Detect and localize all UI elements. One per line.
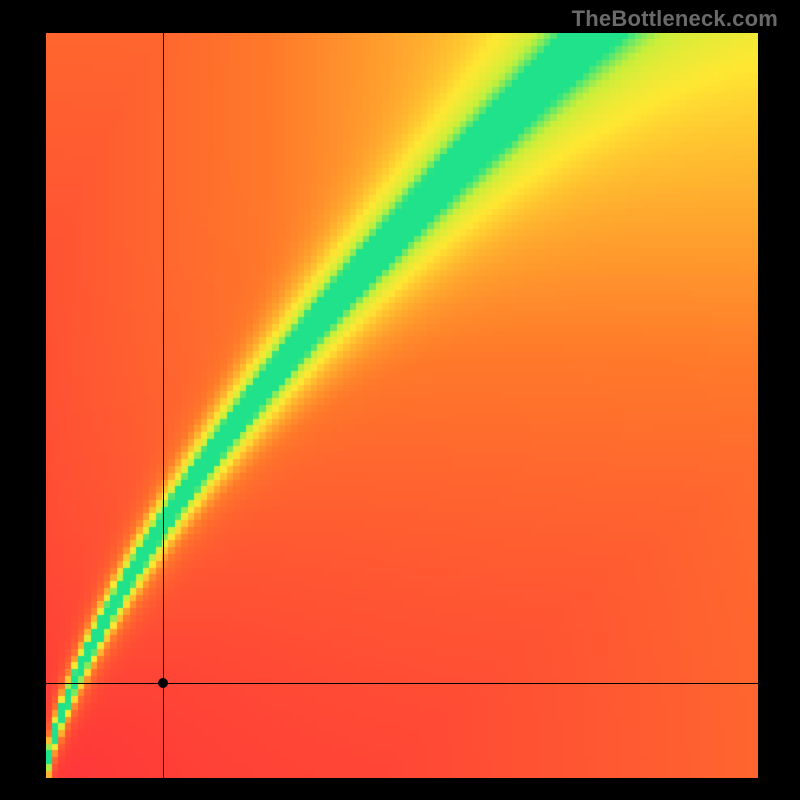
- bottleneck-heatmap: [46, 33, 758, 778]
- marker-dot: [158, 678, 168, 688]
- chart-container: TheBottleneck.com: [0, 0, 800, 800]
- crosshair-vertical: [163, 33, 164, 778]
- watermark-text: TheBottleneck.com: [572, 6, 778, 32]
- crosshair-horizontal: [46, 683, 758, 684]
